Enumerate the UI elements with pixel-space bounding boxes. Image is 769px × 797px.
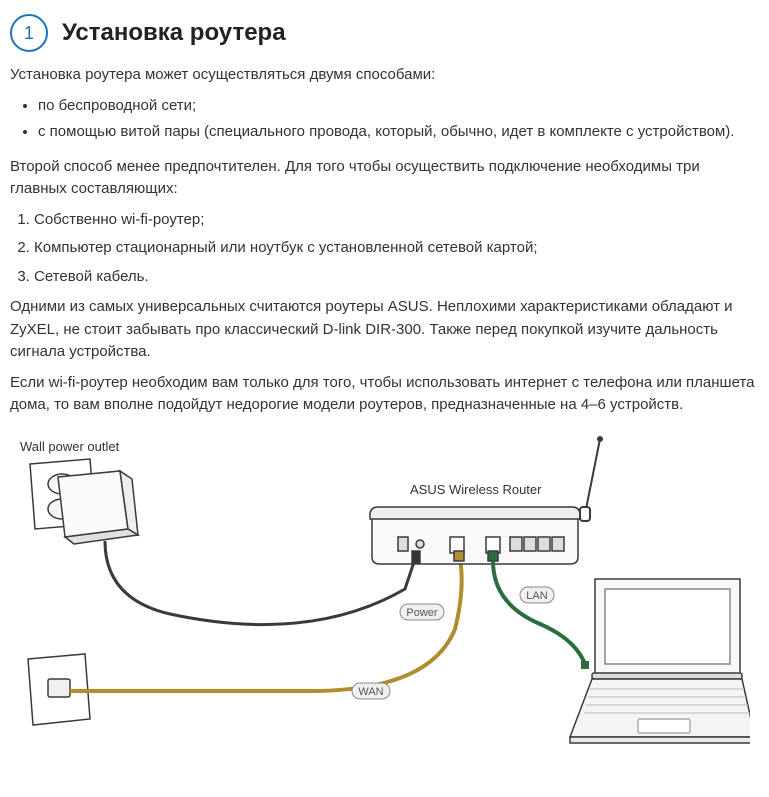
- step-number: 1: [24, 20, 34, 47]
- page-title: Установка роутера: [62, 15, 286, 51]
- lan-cable: [493, 561, 585, 664]
- list-item: Компьютер стационарный или ноутбук с уст…: [34, 237, 759, 260]
- section-header: 1 Установка роутера: [10, 14, 759, 52]
- lan-cable-label: LAN: [520, 587, 554, 603]
- list-item: Сетевой кабель.: [34, 266, 759, 289]
- routers-paragraph: Одними из самых универсальных считаются …: [10, 296, 759, 364]
- wall-outlet-label: Wall power outlet: [20, 439, 120, 454]
- antenna-icon: [580, 437, 602, 521]
- diagram-svg: Wall power outlet Power WAN ASUS Wireles…: [10, 429, 750, 749]
- svg-text:WAN: WAN: [358, 686, 383, 698]
- list-item: по беспроводной сети;: [38, 95, 759, 118]
- power-cable-label: Power: [400, 604, 444, 620]
- methods-list: по беспроводной сети; с помощью витой па…: [10, 95, 759, 144]
- svg-text:LAN: LAN: [526, 590, 547, 602]
- step-number-circle: 1: [10, 14, 48, 52]
- power-adapter-icon: [58, 471, 138, 544]
- list-item: с помощью витой пары (специального прово…: [38, 121, 759, 144]
- intro-paragraph: Установка роутера может осуществляться д…: [10, 64, 759, 87]
- connection-diagram: Wall power outlet Power WAN ASUS Wireles…: [10, 429, 750, 749]
- svg-text:Power: Power: [406, 607, 438, 619]
- second-intro-paragraph: Второй способ менее предпочтителен. Для …: [10, 156, 759, 201]
- components-list: Собственно wi-fi-роутер; Компьютер стаци…: [10, 209, 759, 289]
- wan-cable-label: WAN: [352, 683, 390, 699]
- laptop-icon: [570, 579, 750, 743]
- router-icon: [370, 507, 580, 564]
- list-item: Собственно wi-fi-роутер;: [34, 209, 759, 232]
- usage-paragraph: Если wi-fi-роутер необходим вам только д…: [10, 372, 759, 417]
- router-label: ASUS Wireless Router: [410, 482, 542, 497]
- power-cable: [105, 541, 415, 625]
